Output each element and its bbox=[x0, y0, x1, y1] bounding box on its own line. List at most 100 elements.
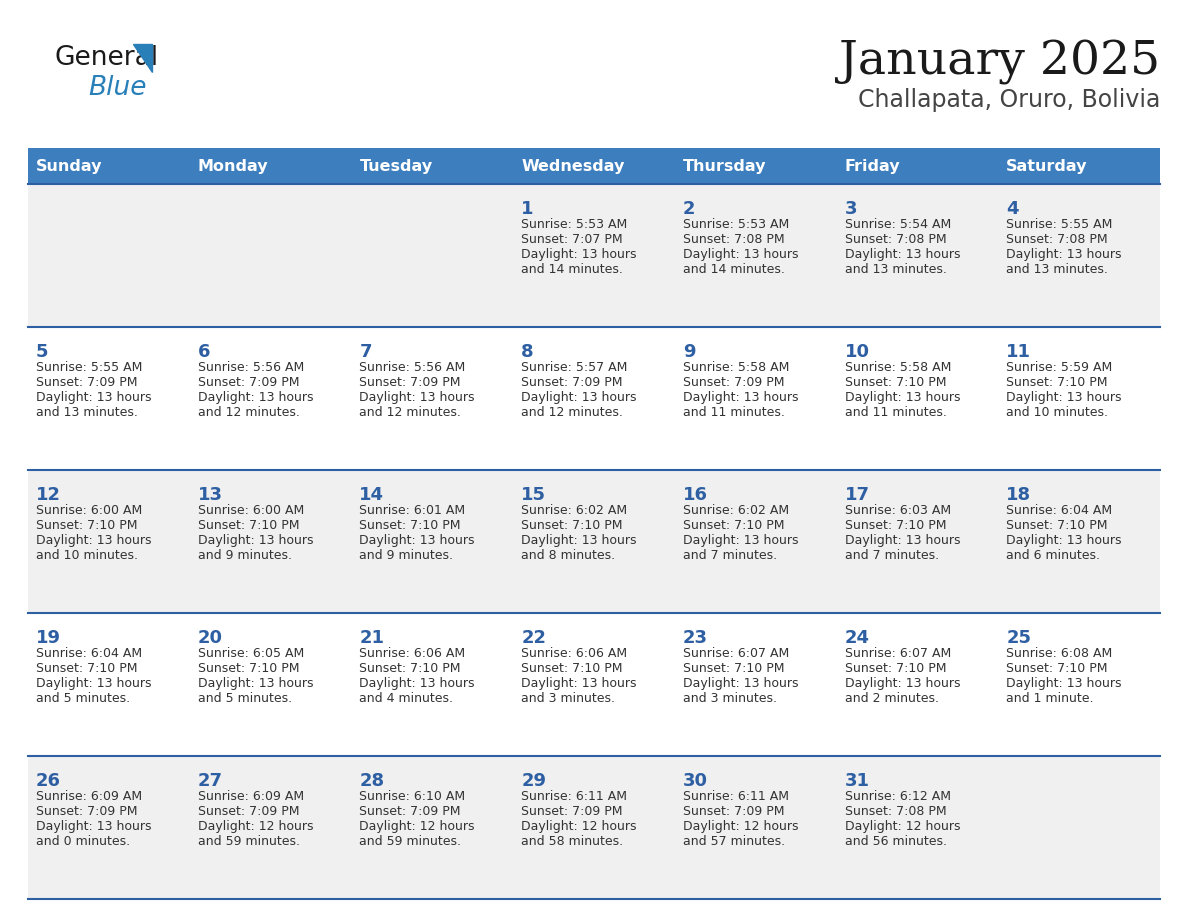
Text: and 14 minutes.: and 14 minutes. bbox=[683, 263, 785, 276]
Text: Sunset: 7:10 PM: Sunset: 7:10 PM bbox=[845, 376, 946, 389]
Text: Sunset: 7:10 PM: Sunset: 7:10 PM bbox=[36, 519, 138, 532]
Text: and 12 minutes.: and 12 minutes. bbox=[197, 406, 299, 419]
Text: 30: 30 bbox=[683, 772, 708, 790]
Text: 7: 7 bbox=[360, 343, 372, 361]
Text: and 56 minutes.: and 56 minutes. bbox=[845, 835, 947, 848]
Text: Sunset: 7:10 PM: Sunset: 7:10 PM bbox=[36, 662, 138, 675]
Text: Sunset: 7:09 PM: Sunset: 7:09 PM bbox=[36, 805, 138, 818]
Text: 26: 26 bbox=[36, 772, 61, 790]
Text: 1: 1 bbox=[522, 200, 533, 218]
Text: and 13 minutes.: and 13 minutes. bbox=[1006, 263, 1108, 276]
Text: 18: 18 bbox=[1006, 486, 1031, 504]
Text: Sunset: 7:09 PM: Sunset: 7:09 PM bbox=[360, 376, 461, 389]
Text: and 57 minutes.: and 57 minutes. bbox=[683, 835, 785, 848]
Text: Daylight: 13 hours: Daylight: 13 hours bbox=[845, 534, 960, 547]
Text: 22: 22 bbox=[522, 629, 546, 647]
Text: 27: 27 bbox=[197, 772, 222, 790]
Bar bbox=[998, 470, 1159, 613]
Text: 17: 17 bbox=[845, 486, 870, 504]
Text: and 12 minutes.: and 12 minutes. bbox=[522, 406, 623, 419]
Text: Sunset: 7:09 PM: Sunset: 7:09 PM bbox=[360, 805, 461, 818]
Bar bbox=[29, 756, 190, 899]
Text: January 2025: January 2025 bbox=[839, 39, 1159, 84]
Text: 9: 9 bbox=[683, 343, 695, 361]
Bar bbox=[998, 756, 1159, 899]
Text: Sunrise: 6:10 AM: Sunrise: 6:10 AM bbox=[360, 790, 466, 803]
Bar bbox=[190, 148, 352, 184]
Text: 28: 28 bbox=[360, 772, 385, 790]
Text: Daylight: 12 hours: Daylight: 12 hours bbox=[522, 820, 637, 833]
Text: and 7 minutes.: and 7 minutes. bbox=[845, 549, 939, 562]
Text: 11: 11 bbox=[1006, 343, 1031, 361]
Text: and 10 minutes.: and 10 minutes. bbox=[36, 549, 138, 562]
Text: and 58 minutes.: and 58 minutes. bbox=[522, 835, 624, 848]
Bar bbox=[675, 756, 836, 899]
Text: Sunrise: 6:06 AM: Sunrise: 6:06 AM bbox=[522, 647, 627, 660]
Bar bbox=[29, 148, 190, 184]
Bar bbox=[675, 613, 836, 756]
Text: Sunset: 7:10 PM: Sunset: 7:10 PM bbox=[845, 519, 946, 532]
Text: Daylight: 13 hours: Daylight: 13 hours bbox=[1006, 391, 1121, 404]
Text: Daylight: 13 hours: Daylight: 13 hours bbox=[36, 391, 152, 404]
Text: Daylight: 13 hours: Daylight: 13 hours bbox=[197, 534, 314, 547]
Text: 16: 16 bbox=[683, 486, 708, 504]
Text: and 9 minutes.: and 9 minutes. bbox=[360, 549, 454, 562]
Text: Sunrise: 6:04 AM: Sunrise: 6:04 AM bbox=[36, 647, 143, 660]
Text: and 13 minutes.: and 13 minutes. bbox=[36, 406, 138, 419]
Text: Daylight: 13 hours: Daylight: 13 hours bbox=[1006, 248, 1121, 261]
Text: Daylight: 13 hours: Daylight: 13 hours bbox=[683, 391, 798, 404]
Text: 3: 3 bbox=[845, 200, 857, 218]
Text: Sunrise: 6:11 AM: Sunrise: 6:11 AM bbox=[522, 790, 627, 803]
Text: and 7 minutes.: and 7 minutes. bbox=[683, 549, 777, 562]
Text: Sunset: 7:10 PM: Sunset: 7:10 PM bbox=[360, 662, 461, 675]
Bar bbox=[675, 148, 836, 184]
Text: Sunset: 7:10 PM: Sunset: 7:10 PM bbox=[522, 662, 623, 675]
Text: Sunrise: 6:03 AM: Sunrise: 6:03 AM bbox=[845, 504, 950, 517]
Text: and 4 minutes.: and 4 minutes. bbox=[360, 692, 454, 705]
Text: Sunset: 7:09 PM: Sunset: 7:09 PM bbox=[36, 376, 138, 389]
Text: Sunrise: 5:59 AM: Sunrise: 5:59 AM bbox=[1006, 361, 1112, 374]
Bar bbox=[352, 470, 513, 613]
Text: 12: 12 bbox=[36, 486, 61, 504]
Text: Sunset: 7:10 PM: Sunset: 7:10 PM bbox=[1006, 662, 1107, 675]
Text: 13: 13 bbox=[197, 486, 222, 504]
Text: Sunset: 7:10 PM: Sunset: 7:10 PM bbox=[197, 519, 299, 532]
Text: Daylight: 13 hours: Daylight: 13 hours bbox=[1006, 677, 1121, 690]
Text: 10: 10 bbox=[845, 343, 870, 361]
Text: Sunset: 7:08 PM: Sunset: 7:08 PM bbox=[845, 233, 946, 246]
Text: Sunset: 7:10 PM: Sunset: 7:10 PM bbox=[197, 662, 299, 675]
Text: Sunrise: 6:06 AM: Sunrise: 6:06 AM bbox=[360, 647, 466, 660]
Text: Sunset: 7:10 PM: Sunset: 7:10 PM bbox=[845, 662, 946, 675]
Text: Sunrise: 5:55 AM: Sunrise: 5:55 AM bbox=[36, 361, 143, 374]
Text: 24: 24 bbox=[845, 629, 870, 647]
Text: 29: 29 bbox=[522, 772, 546, 790]
Text: and 5 minutes.: and 5 minutes. bbox=[197, 692, 292, 705]
Text: Challapata, Oruro, Bolivia: Challapata, Oruro, Bolivia bbox=[858, 88, 1159, 112]
Text: 20: 20 bbox=[197, 629, 222, 647]
Text: Daylight: 13 hours: Daylight: 13 hours bbox=[197, 677, 314, 690]
Bar bbox=[352, 613, 513, 756]
Text: Sunset: 7:09 PM: Sunset: 7:09 PM bbox=[197, 376, 299, 389]
Text: 8: 8 bbox=[522, 343, 533, 361]
Bar bbox=[513, 327, 675, 470]
Text: Sunset: 7:10 PM: Sunset: 7:10 PM bbox=[522, 519, 623, 532]
Text: Tuesday: Tuesday bbox=[360, 159, 432, 174]
Text: Sunrise: 6:12 AM: Sunrise: 6:12 AM bbox=[845, 790, 950, 803]
Bar bbox=[998, 613, 1159, 756]
Bar bbox=[513, 756, 675, 899]
Text: Sunrise: 5:57 AM: Sunrise: 5:57 AM bbox=[522, 361, 627, 374]
Bar bbox=[352, 756, 513, 899]
Text: Sunset: 7:07 PM: Sunset: 7:07 PM bbox=[522, 233, 623, 246]
Text: and 59 minutes.: and 59 minutes. bbox=[360, 835, 461, 848]
Text: Sunset: 7:10 PM: Sunset: 7:10 PM bbox=[1006, 376, 1107, 389]
Bar bbox=[513, 613, 675, 756]
Bar bbox=[513, 184, 675, 327]
Text: General: General bbox=[55, 45, 159, 71]
Text: Sunrise: 6:00 AM: Sunrise: 6:00 AM bbox=[197, 504, 304, 517]
Bar bbox=[190, 184, 352, 327]
Text: Daylight: 13 hours: Daylight: 13 hours bbox=[36, 820, 152, 833]
Text: Blue: Blue bbox=[88, 75, 146, 101]
Text: Sunrise: 6:08 AM: Sunrise: 6:08 AM bbox=[1006, 647, 1112, 660]
Text: 15: 15 bbox=[522, 486, 546, 504]
Text: Sunset: 7:08 PM: Sunset: 7:08 PM bbox=[683, 233, 784, 246]
